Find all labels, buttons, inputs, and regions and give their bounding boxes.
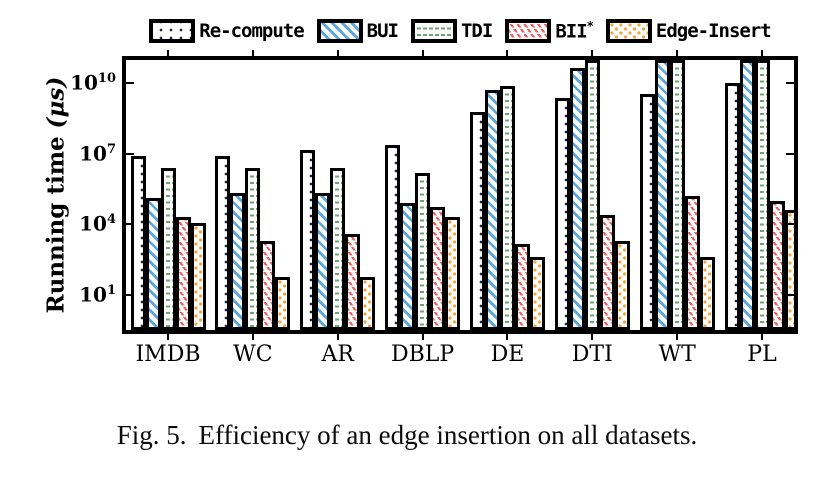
bar-Edge-Insert-WC (275, 276, 291, 330)
bar-BII-PL (769, 200, 785, 330)
x-category-label-WT: WT (658, 342, 696, 367)
bar-BII-DE (514, 244, 530, 330)
x-category-label-WC: WC (233, 342, 273, 367)
figure-caption-text: Efficiency of an edge insertion on all d… (198, 420, 698, 450)
x-category-label-DE: DE (490, 342, 525, 367)
x-tick-mark (761, 50, 763, 56)
bar-Re-compute-DTI (554, 98, 570, 330)
y-tick-mark (126, 82, 134, 85)
x-tick-mark (761, 334, 763, 340)
bar-TDI-AR (330, 168, 346, 330)
legend-label: BII* (555, 19, 594, 43)
bar-BII-WT (684, 196, 700, 330)
x-category-label-PL: PL (747, 342, 777, 367)
legend-label: BUI (366, 19, 399, 42)
y-tick-mark (126, 293, 134, 296)
bar-TDI-DE (499, 85, 515, 330)
bar-BII-AR (345, 233, 361, 330)
bar-TDI-PL (754, 60, 770, 330)
bar-BUI-DE (484, 89, 500, 330)
y-tick-mark (786, 223, 794, 226)
bar-Re-compute-IMDB (130, 156, 146, 330)
bar-BII-DTI (599, 215, 615, 330)
figure-number: Fig. 5. (116, 420, 187, 450)
legend-swatch-diag-red (505, 19, 552, 43)
bar-BUI-AR (315, 192, 331, 330)
bar-TDI-WC (245, 168, 261, 330)
legend-swatch-diag-blue (316, 19, 363, 43)
x-category-label-AR: AR (321, 342, 354, 367)
legend-item-hdash-green: TDI (410, 19, 493, 43)
bar-Re-compute-WT (639, 94, 655, 330)
bar-BII-IMDB (175, 217, 191, 330)
bar-Re-compute-DE (469, 112, 485, 330)
bar-Edge-Insert-DE (529, 257, 545, 330)
legend-item-dots-orange: Edge-Insert (605, 19, 772, 43)
x-tick-mark (506, 334, 509, 340)
bar-BUI-PL (739, 60, 755, 330)
bar-Edge-Insert-PL (784, 210, 794, 330)
bar-Re-compute-PL (724, 83, 740, 330)
bar-Edge-Insert-WT (699, 257, 715, 330)
y-tick-label: 104 (79, 212, 116, 236)
legend-item-diag-blue: BUI (316, 19, 399, 43)
x-tick-mark (591, 334, 594, 340)
bar-TDI-WT (669, 60, 685, 330)
x-tick-mark (336, 334, 339, 340)
y-tick-label: 107 (79, 141, 116, 166)
legend-item-diag-red: BII* (505, 19, 594, 43)
bar-TDI-IMDB (160, 168, 176, 330)
x-category-label-DTI: DTI (571, 342, 613, 367)
y-axis-title: Running time (μs) (43, 77, 70, 314)
legend-label: Edge-Insert (655, 19, 772, 42)
bar-BUI-DTI (569, 67, 585, 330)
bar-BUI-WC (230, 192, 246, 330)
y-tick-mark (126, 152, 134, 155)
legend-item-dots-black: Re-compute (149, 19, 305, 43)
bar-TDI-DTI (584, 60, 600, 330)
x-tick-mark (676, 50, 679, 56)
bar-Edge-Insert-IMDB (190, 222, 206, 330)
x-category-label-IMDB: IMDB (135, 342, 201, 367)
x-tick-mark (506, 50, 509, 56)
x-tick-mark (336, 50, 339, 56)
legend-swatch-dots-black (149, 19, 196, 43)
bar-Edge-Insert-DTI (614, 240, 630, 330)
plot-area (122, 56, 798, 334)
legend-swatch-dots-orange (605, 19, 652, 43)
bar-Re-compute-AR (300, 149, 316, 330)
bar-Edge-Insert-AR (360, 276, 376, 330)
bar-BUI-IMDB (145, 198, 161, 330)
y-tick-label: 1010 (70, 71, 116, 96)
y-tick-mark (786, 152, 794, 155)
bar-BII-WC (260, 240, 276, 330)
y-tick-mark (786, 293, 794, 296)
bar-Re-compute-WC (215, 156, 231, 330)
bar-Re-compute-DBLP (385, 144, 401, 330)
x-tick-mark (167, 334, 169, 340)
legend-label: TDI (460, 19, 493, 42)
x-tick-mark (167, 50, 169, 56)
figure-caption: Fig. 5. Efficiency of an edge insertion o… (0, 420, 814, 451)
x-tick-mark (421, 334, 424, 340)
x-tick-mark (676, 334, 679, 340)
bar-BUI-WT (654, 60, 670, 330)
y-tick-label: 101 (79, 282, 116, 307)
y-tick-mark (126, 223, 134, 226)
bar-TDI-DBLP (415, 173, 431, 330)
bar-BII-DBLP (430, 206, 446, 330)
bar-Edge-Insert-DBLP (445, 217, 461, 330)
legend-swatch-hdash-green (410, 19, 457, 43)
x-tick-mark (591, 50, 594, 56)
x-category-label-DBLP: DBLP (390, 342, 455, 367)
x-tick-mark (251, 50, 254, 56)
bar-BUI-DBLP (400, 203, 416, 330)
y-tick-mark (786, 82, 794, 85)
chart-legend: Re-compute BUI TDI BII* Edge-Insert (122, 16, 798, 46)
x-tick-mark (251, 334, 254, 340)
legend-label: Re-compute (199, 19, 304, 42)
x-tick-mark (421, 50, 424, 56)
